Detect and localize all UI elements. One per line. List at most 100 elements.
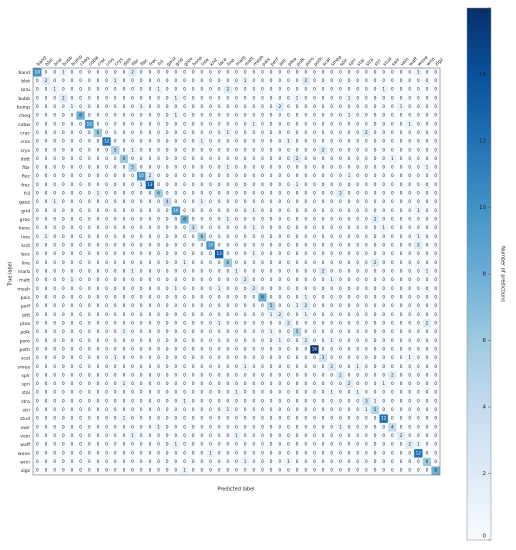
cell-value: 0 (400, 191, 403, 196)
cell-value: 0 (365, 294, 368, 299)
cell-value: 0 (79, 364, 82, 369)
cell-value: 0 (166, 87, 169, 92)
cell-value: 1 (252, 208, 255, 213)
cell-value: 0 (201, 407, 204, 412)
y-tick-label: waff (20, 442, 31, 448)
cell-value: 0 (374, 121, 377, 126)
cell-value: 0 (356, 286, 359, 291)
cell-value: 0 (356, 208, 359, 213)
cell-value: 0 (79, 225, 82, 230)
cell-value: 0 (166, 156, 169, 161)
cell-value: 0 (408, 147, 411, 152)
cell-value: 0 (244, 121, 247, 126)
cell-value: 0 (114, 156, 117, 161)
cell-value: 1 (71, 277, 74, 282)
cell-value: 0 (408, 286, 411, 291)
cell-value: 0 (192, 329, 195, 334)
x-tick-label: frec (148, 57, 159, 68)
cell-value: 2 (244, 277, 247, 282)
cell-value: 0 (218, 113, 221, 118)
cell-value: 0 (36, 433, 39, 438)
cell-value: 0 (114, 225, 117, 230)
cell-value: 0 (166, 260, 169, 265)
cell-value: 0 (97, 165, 100, 170)
cell-value: 0 (296, 416, 299, 421)
cell-value: 0 (88, 199, 91, 204)
cell-value: 0 (417, 277, 420, 282)
cell-value: 0 (227, 234, 230, 239)
cell-value: 0 (391, 416, 394, 421)
cell-value: 0 (348, 139, 351, 144)
cell-value: 0 (166, 121, 169, 126)
cell-value: 0 (330, 269, 333, 274)
cell-value: 0 (140, 121, 143, 126)
cell-value: 8 (434, 468, 437, 473)
cell-value: 4 (166, 199, 169, 204)
cell-value: 0 (365, 303, 368, 308)
x-tick-label: zigz (434, 56, 445, 67)
cell-value: 0 (391, 312, 394, 317)
cell-value: 2 (304, 303, 307, 308)
cell-value: 0 (149, 208, 152, 213)
cell-value: 0 (330, 424, 333, 429)
cell-value: 0 (227, 243, 230, 248)
cell-value: 0 (270, 459, 273, 464)
cell-value: 0 (131, 355, 134, 360)
cell-value: 0 (79, 338, 82, 343)
cell-value: 0 (140, 390, 143, 395)
cell-value: 1 (426, 269, 429, 274)
cell-value: 0 (278, 303, 281, 308)
cell-value: 0 (434, 303, 437, 308)
cell-value: 0 (391, 225, 394, 230)
cell-value: 0 (79, 104, 82, 109)
cell-value: 0 (123, 208, 126, 213)
cell-value: 0 (97, 251, 100, 256)
cell-value: 0 (192, 338, 195, 343)
cell-value: 0 (53, 234, 56, 239)
cell-value: 0 (365, 217, 368, 222)
cell-value: 0 (322, 225, 325, 230)
y-tick-label: poro (20, 338, 31, 344)
cell-value: 0 (140, 130, 143, 135)
cell-value: 0 (45, 251, 48, 256)
cell-value: 0 (313, 312, 316, 317)
cell-value: 0 (36, 338, 39, 343)
cell-value: 0 (244, 312, 247, 317)
cell-value: 0 (374, 130, 377, 135)
cell-value: 0 (374, 139, 377, 144)
cell-value: 0 (114, 121, 117, 126)
cell-value: 0 (400, 234, 403, 239)
cell-value: 0 (79, 243, 82, 248)
cell-value: 0 (131, 381, 134, 386)
cell-value: 0 (296, 346, 299, 351)
cell-value: 0 (131, 217, 134, 222)
cell-value: 0 (400, 156, 403, 161)
cell-value: 0 (192, 416, 195, 421)
cell-value: 0 (157, 199, 160, 204)
cell-value: 0 (227, 433, 230, 438)
cell-value: 0 (374, 364, 377, 369)
cell-value: 0 (227, 468, 230, 473)
cell-value: 0 (244, 407, 247, 412)
y-tick-label: flec (22, 174, 31, 180)
cell-value: 0 (114, 217, 117, 222)
cell-value: 0 (426, 173, 429, 178)
cell-value: 0 (105, 364, 108, 369)
cell-value: 1 (382, 381, 385, 386)
cell-value: 0 (166, 329, 169, 334)
cell-value: 0 (244, 199, 247, 204)
cell-value: 0 (408, 381, 411, 386)
cell-value: 0 (123, 468, 126, 473)
cell-value: 0 (201, 329, 204, 334)
cell-value: 0 (36, 121, 39, 126)
cell-value: 0 (304, 346, 307, 351)
cell-value: 0 (261, 251, 264, 256)
cell-value: 0 (356, 320, 359, 325)
cell-value: 0 (322, 294, 325, 299)
cell-value: 0 (123, 87, 126, 92)
cell-value: 0 (201, 355, 204, 360)
cell-value: 0 (400, 450, 403, 455)
cell-value: 0 (261, 147, 264, 152)
y-tick-label: band (18, 70, 30, 76)
cell-value: 2 (400, 433, 403, 438)
